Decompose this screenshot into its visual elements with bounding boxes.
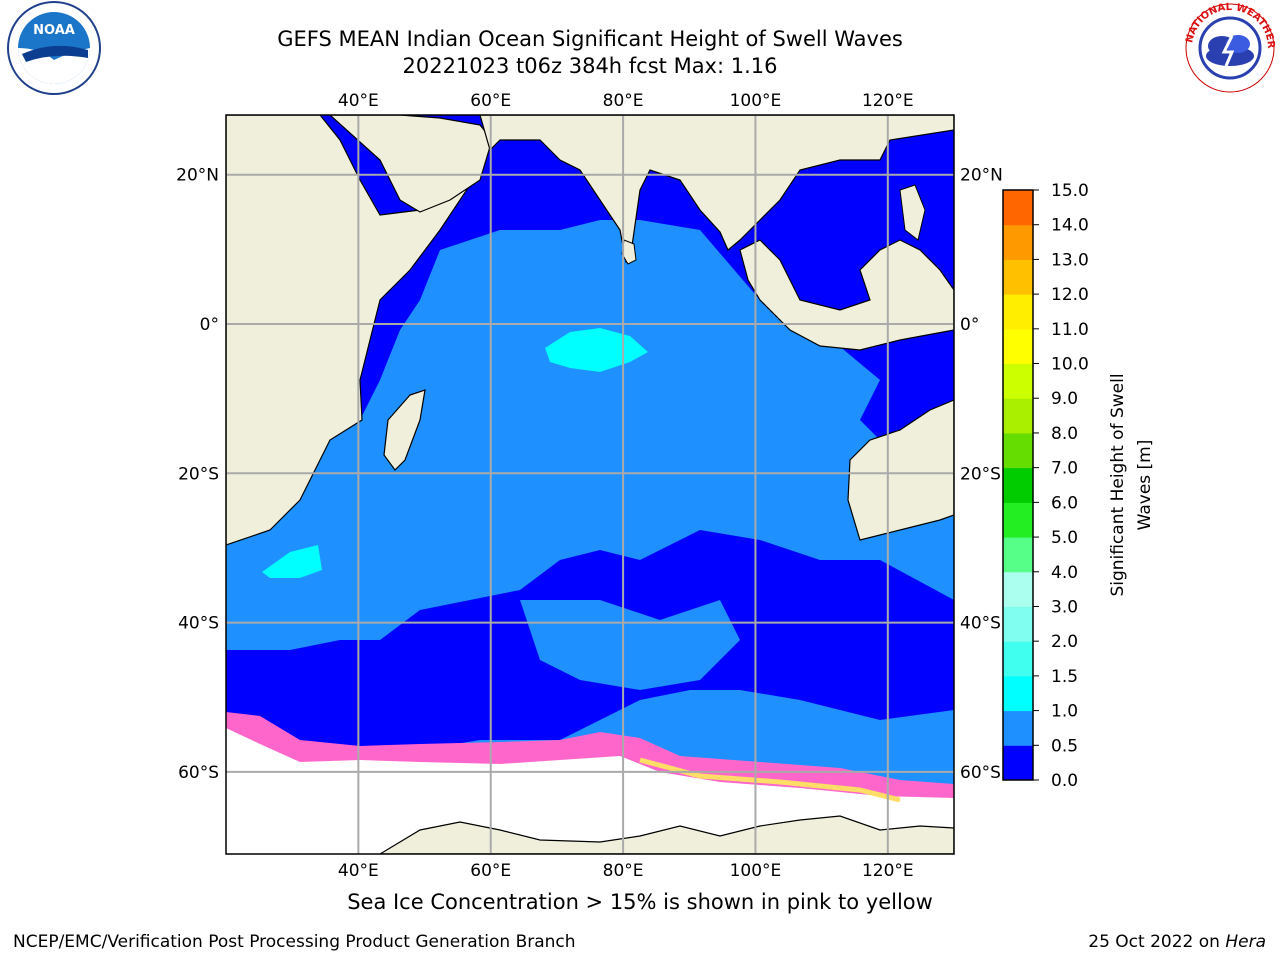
colorbar-segment <box>1003 328 1033 365</box>
land-arabia <box>329 115 493 213</box>
colorbar-tick-label: 11.0 <box>1051 320 1089 340</box>
footer-host: Hera <box>1225 932 1266 952</box>
colorbar-segment <box>1003 224 1033 260</box>
land-philippines <box>899 184 926 241</box>
lat-label-left: 20°S <box>178 464 219 484</box>
colorbar-segment <box>1003 432 1033 469</box>
colorbar-segment <box>1003 745 1033 781</box>
colorbar-segment <box>1003 571 1033 607</box>
colorbar-tick-label: 13.0 <box>1051 250 1089 270</box>
footer-org: NCEP/EMC/Verification Post Processing Pr… <box>13 932 576 952</box>
lon-label-bottom: 120°E <box>862 861 914 881</box>
lat-label-left: 40°S <box>178 614 219 634</box>
colorbar-segment <box>1003 641 1033 677</box>
colorbar-segment <box>1003 710 1033 746</box>
lat-label-left: 60°S <box>178 763 219 783</box>
swell-patch-cyan-2 <box>262 545 322 578</box>
sea-ice-pink <box>226 712 954 800</box>
lat-label-right: 20°S <box>960 464 1001 484</box>
colorbar-frame <box>1002 189 1034 781</box>
colorbar-tick-label: 0.0 <box>1051 771 1078 791</box>
colorbar-tick-label: 12.0 <box>1051 285 1089 305</box>
colorbar-tick-label: 10.0 <box>1051 355 1089 375</box>
noaa-logo-text: NOAA <box>33 23 75 38</box>
land-africa <box>226 115 472 546</box>
colorbar-segment <box>1003 502 1033 538</box>
footer-date-host: 25 Oct 2022 on Hera <box>1088 932 1266 952</box>
lat-label-right: 40°S <box>960 614 1001 634</box>
colorbar-tick-label: 15.0 <box>1051 181 1089 201</box>
chart-title: GEFS MEAN Indian Ocean Significant Heigh… <box>277 27 903 51</box>
lat-label-right: 20°N <box>960 166 1003 186</box>
sea-ice-footnote: Sea Ice Concentration > 15% is shown in … <box>347 890 933 914</box>
lon-label-bottom: 100°E <box>730 861 782 881</box>
lon-label-top: 80°E <box>603 91 644 111</box>
land-madagascar <box>383 389 426 471</box>
lon-label-top: 60°E <box>470 91 511 111</box>
land-asia <box>479 115 954 263</box>
colorbar-tick-label: 8.0 <box>1051 424 1078 444</box>
colorbar-segment <box>1003 675 1033 712</box>
colorbar-label-line2: Waves [m] <box>1135 440 1155 531</box>
colorbar-segment <box>1003 259 1033 295</box>
lat-label-left: 0° <box>200 315 219 335</box>
lon-label-bottom: 40°E <box>338 861 379 881</box>
nws-logo-icon: NATIONAL WEATHER SERVICE <box>1178 0 1276 93</box>
lon-label-top: 40°E <box>338 91 379 111</box>
lon-label-top: 120°E <box>862 91 914 111</box>
lon-label-bottom: 80°E <box>603 861 644 881</box>
lat-label-right: 60°S <box>960 763 1001 783</box>
colorbar-tick-label: 3.0 <box>1051 597 1078 617</box>
land-antarctica <box>378 815 954 854</box>
latitude-labels: 20°N 20°N 0° 0° 20°S 20°S 40°S 40°S 60°S 60°S <box>176 166 1003 783</box>
colorbar-segment <box>1003 294 1033 330</box>
map-area <box>226 115 954 854</box>
land-indonesia <box>739 239 954 351</box>
colorbar-label-line1: Significant Height of Swell <box>1108 373 1128 596</box>
chart-subtitle: 20221023 t06z 384h fcst Max: 1.16 <box>402 54 778 78</box>
colorbar-tick-label: 0.5 <box>1051 736 1078 756</box>
map-frame <box>225 114 955 855</box>
colorbar-segment <box>1003 190 1033 226</box>
sea-ice-yellow <box>639 757 901 803</box>
colorbar: 0.0 0.5 1.0 1.5 2.0 3.0 4.0 5.0 6.0 7.0 8.0 9.0 10.0… <box>1002 181 1089 791</box>
land-australia <box>847 399 954 541</box>
lon-label-bottom: 60°E <box>470 861 511 881</box>
lat-label-left: 20°N <box>176 166 219 186</box>
colorbar-tick-label: 7.0 <box>1051 459 1078 479</box>
colorbar-tick-label: 1.0 <box>1051 702 1078 722</box>
colorbar-tick-label: 6.0 <box>1051 493 1078 513</box>
lon-label-top: 100°E <box>730 91 782 111</box>
colorbar-segment <box>1003 363 1033 399</box>
colorbar-tick-label: 5.0 <box>1051 528 1078 548</box>
colorbar-tick-label: 4.0 <box>1051 563 1078 583</box>
noaa-logo-icon: NOAA <box>7 1 101 95</box>
longitude-labels: 40°E 40°E 60°E 60°E 80°E 80°E 100°E 100°E 120°E 1… <box>338 91 914 881</box>
colorbar-tick-label: 14.0 <box>1051 216 1089 236</box>
colorbar-tick-label: 1.5 <box>1051 667 1078 687</box>
lat-label-right: 0° <box>960 315 979 335</box>
colorbar-tick-label: 2.0 <box>1051 632 1078 652</box>
sea-ice-white <box>226 728 954 854</box>
colorbar-segment <box>1003 398 1033 434</box>
colorbar-segment <box>1003 606 1033 642</box>
colorbar-segment <box>1003 467 1033 503</box>
colorbar-segment <box>1003 537 1033 573</box>
graticule <box>226 115 954 854</box>
colorbar-tick-label: 9.0 <box>1051 389 1078 409</box>
footer-date: 25 Oct 2022 on <box>1088 932 1220 952</box>
